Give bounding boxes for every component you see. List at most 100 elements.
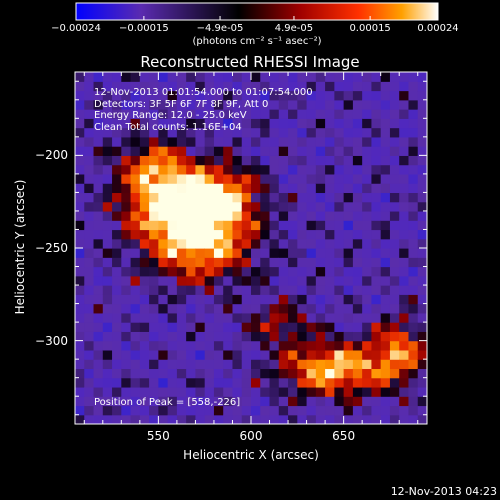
- heatmap-cell: [334, 377, 345, 388]
- heatmap-cell: [371, 164, 382, 175]
- heatmap-cell: [362, 183, 373, 194]
- heatmap-cell: [251, 312, 261, 323]
- heatmap-cell: [149, 136, 159, 147]
- heatmap-cell: [167, 386, 178, 397]
- heatmap-cell: [84, 183, 95, 194]
- heatmap-cell: [167, 312, 178, 323]
- heatmap-cell: [352, 72, 363, 82]
- heatmap-cell: [149, 349, 159, 360]
- heatmap-cell: [204, 414, 215, 424]
- heatmap-cell: [278, 322, 289, 332]
- heatmap-cell: [75, 331, 85, 342]
- heatmap-cell: [251, 155, 261, 166]
- heatmap-cell: [84, 359, 95, 370]
- heatmap-cell: [232, 238, 243, 249]
- heatmap-cell: [371, 368, 382, 379]
- heatmap-cell: [176, 312, 187, 323]
- heatmap-cell: [167, 192, 178, 203]
- heatmap-cell: [315, 90, 326, 101]
- heatmap-cell: [325, 155, 335, 166]
- heatmap-cell: [408, 220, 419, 231]
- heatmap-cell: [399, 155, 410, 166]
- heatmap-cell: [167, 146, 178, 156]
- heatmap-cell: [251, 127, 261, 138]
- heatmap-cell: [399, 99, 410, 110]
- heatmap-cell: [102, 118, 113, 129]
- heatmap-cell: [75, 81, 85, 92]
- heatmap-cell: [241, 173, 252, 184]
- heatmap-cell: [204, 396, 215, 407]
- heatmap-cell: [371, 192, 382, 203]
- heatmap-cell: [315, 349, 326, 360]
- heatmap-cell: [158, 303, 169, 314]
- heatmap-cell: [380, 377, 391, 388]
- heatmap-cell: [278, 294, 289, 305]
- heatmap-cell: [306, 303, 317, 314]
- heatmap-cell: [352, 340, 363, 351]
- heatmap-cell: [399, 238, 410, 249]
- heatmap-cell: [315, 155, 326, 166]
- heatmap-cell: [112, 109, 122, 119]
- heatmap-cell: [102, 248, 113, 258]
- heatmap-cell: [158, 359, 169, 370]
- heatmap-cell: [417, 368, 427, 379]
- heatmap-cell: [288, 396, 298, 407]
- heatmap-cell: [75, 90, 85, 101]
- heatmap-cell: [362, 359, 373, 370]
- heatmap-cell: [93, 90, 104, 101]
- heatmap-cell: [306, 155, 317, 166]
- heatmap-cell: [325, 183, 335, 194]
- heatmap-cell: [232, 164, 243, 175]
- heatmap-cell: [325, 349, 335, 360]
- heatmap-cell: [251, 192, 261, 203]
- heatmap-cell: [84, 192, 95, 203]
- colorbar-tick-label-6: 0.00024: [417, 23, 459, 34]
- heatmap-cell: [260, 118, 271, 129]
- heatmap-cell: [251, 183, 261, 194]
- heatmap-cell: [139, 146, 150, 156]
- heatmap-cell: [260, 340, 271, 351]
- heatmap-cell: [241, 127, 252, 138]
- heatmap-cell: [213, 248, 224, 258]
- heatmap-cell: [408, 164, 419, 175]
- heatmap-cell: [186, 248, 197, 258]
- heatmap-cell: [176, 322, 187, 332]
- heatmap-cell: [352, 359, 363, 370]
- heatmap-cell: [352, 90, 363, 101]
- heatmap-cell: [241, 266, 252, 277]
- heatmap-cell: [149, 331, 159, 342]
- heatmap-cell: [121, 90, 132, 101]
- heatmap-cell: [130, 266, 141, 277]
- heatmap-cell: [380, 201, 391, 212]
- heatmap-cell: [84, 210, 95, 221]
- heatmap-cell: [352, 266, 363, 277]
- heatmap-cell: [417, 109, 427, 119]
- heatmap-cell: [121, 248, 132, 258]
- heatmap-cell: [93, 238, 104, 249]
- heatmap-cell: [260, 72, 271, 82]
- heatmap-cell: [306, 386, 317, 397]
- heatmap-cell: [167, 405, 178, 416]
- heatmap-cell: [288, 248, 298, 258]
- heatmap-cell: [213, 192, 224, 203]
- heatmap-cell: [334, 340, 345, 351]
- heatmap-cell: [389, 90, 400, 101]
- colorbar-tick-label-2: −0.00015: [119, 23, 169, 34]
- heatmap-cell: [325, 127, 335, 138]
- heatmap-cell: [195, 386, 206, 397]
- heatmap-cell: [288, 368, 298, 379]
- heatmap-cell: [389, 405, 400, 416]
- heatmap-cell: [417, 331, 427, 342]
- heatmap-cell: [176, 359, 187, 370]
- heatmap-cell: [260, 322, 271, 332]
- heatmap-cell: [288, 173, 298, 184]
- heatmap-cell: [352, 405, 363, 416]
- heatmap-cell: [260, 285, 271, 295]
- heatmap-cell: [195, 99, 206, 110]
- heatmap-cell: [389, 99, 400, 110]
- heatmap-cell: [186, 192, 197, 203]
- heatmap-cell: [93, 340, 104, 351]
- heatmap-cell: [417, 127, 427, 138]
- heatmap-cell: [204, 183, 215, 194]
- heatmap-cell: [176, 266, 187, 277]
